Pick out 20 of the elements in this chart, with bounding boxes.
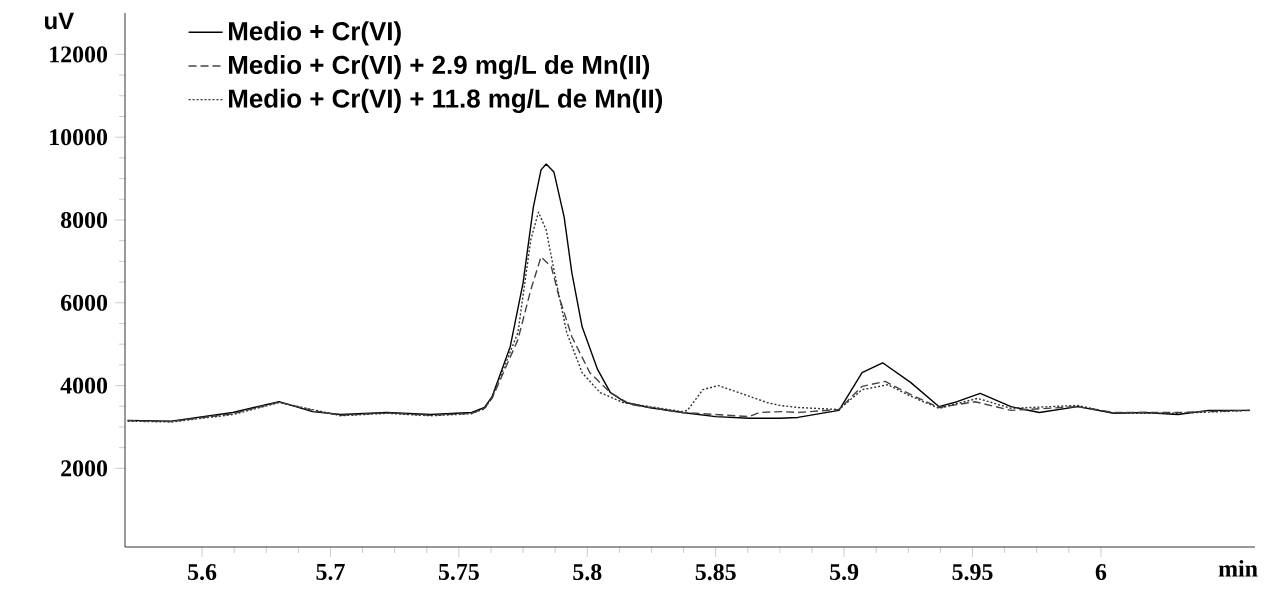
legend-label: Medio + Cr(VI) xyxy=(228,21,401,46)
x-tick-label: 5.75 xyxy=(438,564,479,580)
y-tick-label: 10000 xyxy=(50,129,108,146)
legend-label: Medio + Cr(VI) + 11.8 mg/L de Mn(II) xyxy=(228,88,663,114)
x-tick-label: 5.6 xyxy=(188,563,217,581)
y-tick-label: 8000 xyxy=(60,211,108,229)
x-tick-label: 5.95 xyxy=(952,563,993,581)
y-tick-label: 4000 xyxy=(60,377,108,394)
x-tick-label: 6 xyxy=(1095,563,1107,581)
y-axis-title: uV xyxy=(45,12,74,30)
line-series xyxy=(126,211,1251,423)
x-tick-label: 5.85 xyxy=(695,564,736,581)
x-tick-label: 5.7 xyxy=(316,564,345,580)
y-tick-label: 2000 xyxy=(61,460,108,477)
y-tick-label: 6000 xyxy=(60,294,108,311)
x-axis-title: min xyxy=(1218,560,1258,577)
x-tick-label: 5.8 xyxy=(573,564,602,581)
x-tick-label: 5.9 xyxy=(830,563,859,581)
y-tick-label: 12000 xyxy=(50,46,108,63)
legend-label: Medio + Cr(VI) + 2.9 mg/L de Mn(II) xyxy=(228,55,650,80)
